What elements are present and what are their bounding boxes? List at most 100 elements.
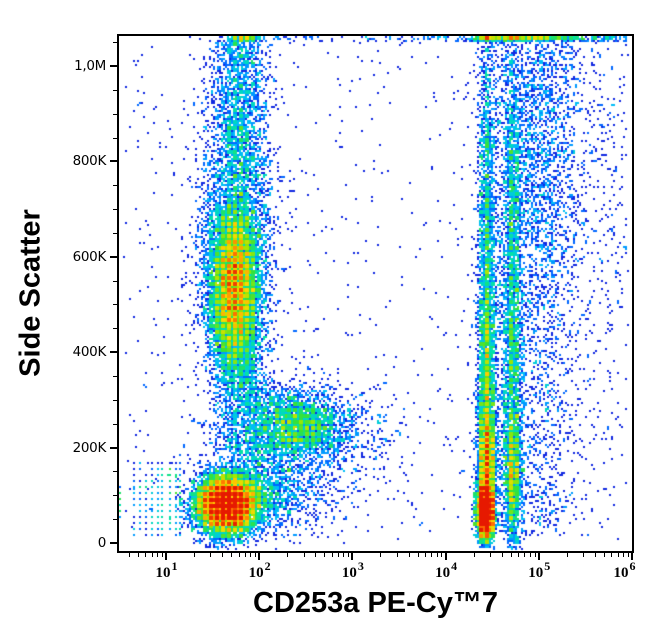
x-tick-base: 10 [613, 565, 629, 581]
x-minor-tick [338, 553, 339, 557]
x-minor-tick [583, 553, 584, 557]
x-minor-tick [474, 553, 475, 557]
x-tick-base: 10 [435, 565, 451, 581]
x-minor-tick [145, 553, 146, 557]
x-minor-tick [604, 553, 605, 557]
x-minor-tick [437, 553, 438, 557]
y-minor-tick [113, 519, 117, 520]
x-minor-tick [348, 553, 349, 557]
x-minor-tick [535, 553, 536, 557]
x-tick-exponent: 5 [544, 559, 551, 573]
y-major-tick [110, 446, 117, 449]
y-minor-tick [113, 495, 117, 496]
x-minor-tick [418, 553, 419, 557]
x-minor-tick [518, 553, 519, 557]
x-minor-tick [194, 553, 195, 557]
x-tick-exponent: 3 [357, 559, 364, 573]
x-minor-tick [157, 553, 158, 557]
y-major-tick [110, 160, 117, 163]
x-minor-tick [343, 553, 344, 557]
y-minor-tick [113, 42, 117, 43]
x-minor-tick [315, 553, 316, 557]
x-minor-tick [611, 553, 612, 557]
y-minor-tick [113, 138, 117, 139]
x-minor-tick [511, 553, 512, 557]
y-minor-tick [113, 424, 117, 425]
x-minor-tick [380, 553, 381, 557]
x-minor-tick [490, 553, 491, 557]
density-plot-canvas [119, 36, 632, 551]
x-minor-tick [304, 553, 305, 557]
y-minor-tick [113, 400, 117, 401]
y-major-tick [110, 255, 117, 258]
x-tick-base: 10 [155, 565, 171, 581]
x-minor-tick [409, 553, 410, 557]
x-minor-tick [618, 553, 619, 557]
x-minor-tick [239, 553, 240, 557]
y-minor-tick [113, 233, 117, 234]
y-major-tick [110, 351, 117, 354]
x-minor-tick [595, 553, 596, 557]
x-minor-tick [332, 553, 333, 557]
x-tick-exponent: 1 [171, 559, 178, 573]
x-tick-label: 104 [424, 558, 468, 582]
x-minor-tick [628, 553, 629, 557]
y-minor-tick [113, 114, 117, 115]
x-minor-tick [530, 553, 531, 557]
y-minor-tick [113, 304, 117, 305]
y-tick-label: 600K [72, 248, 107, 265]
x-minor-tick [255, 553, 256, 557]
x-minor-tick [324, 553, 325, 557]
y-tick-label: 1,0M [74, 58, 106, 75]
y-minor-tick [113, 209, 117, 210]
x-minor-tick [162, 553, 163, 557]
x-tick-exponent: 4 [451, 559, 458, 573]
x-minor-tick [502, 553, 503, 557]
y-tick-label: 200K [72, 439, 107, 456]
y-major-tick [110, 65, 117, 68]
x-minor-tick [397, 553, 398, 557]
x-minor-tick [210, 553, 211, 557]
y-minor-tick [113, 185, 117, 186]
x-minor-tick [623, 553, 624, 557]
x-tick-label: 101 [144, 558, 188, 582]
x-major-tick [537, 553, 540, 560]
x-minor-tick [287, 553, 288, 557]
y-minor-tick [113, 281, 117, 282]
y-tick-label: 0 [97, 534, 107, 551]
x-major-tick [631, 553, 633, 560]
x-tick-label: 102 [237, 558, 281, 582]
x-axis-title: CD253a PE-Cy™7 [253, 587, 498, 619]
x-tick-base: 10 [248, 565, 264, 581]
y-tick-label: 800K [72, 153, 107, 170]
y-minor-tick [113, 90, 117, 91]
x-tick-exponent: 6 [629, 559, 636, 573]
x-minor-tick [567, 553, 568, 557]
x-minor-tick [138, 553, 139, 557]
x-major-tick [258, 553, 261, 560]
x-tick-label: 103 [330, 558, 374, 582]
x-minor-tick [425, 553, 426, 557]
x-minor-tick [222, 553, 223, 557]
x-minor-tick [129, 553, 130, 557]
x-minor-tick [245, 553, 246, 557]
x-major-tick [164, 553, 167, 560]
x-minor-tick [524, 553, 525, 557]
y-major-tick [110, 541, 117, 544]
x-minor-tick [441, 553, 442, 557]
x-minor-tick [231, 553, 232, 557]
x-tick-label: 105 [517, 558, 561, 582]
x-minor-tick [431, 553, 432, 557]
x-major-tick [351, 553, 354, 560]
x-minor-tick [152, 553, 153, 557]
y-axis-title: Side Scatter [14, 209, 47, 377]
y-minor-tick [113, 328, 117, 329]
x-tick-exponent: 2 [264, 559, 271, 573]
y-tick-label: 400K [72, 344, 107, 361]
y-minor-tick [113, 471, 117, 472]
x-tick-base: 10 [528, 565, 544, 581]
x-minor-tick [250, 553, 251, 557]
x-tick-base: 10 [341, 565, 357, 581]
x-major-tick [444, 553, 447, 560]
